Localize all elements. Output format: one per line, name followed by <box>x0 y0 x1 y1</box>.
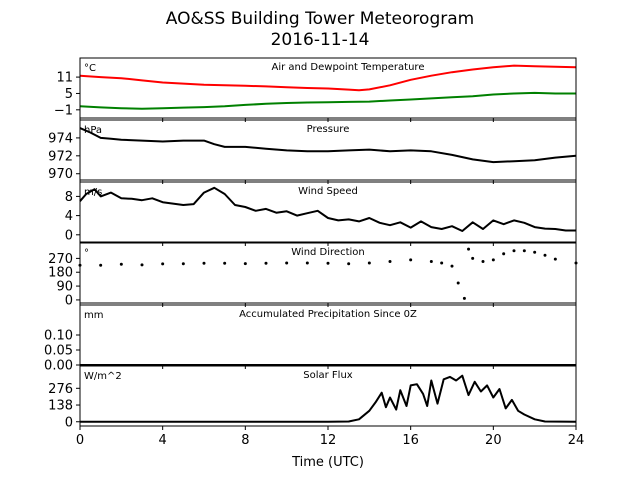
panel-unit-label: ° <box>84 248 89 259</box>
x-axis-label: Time (UTC) <box>291 455 364 470</box>
data-point <box>471 256 475 260</box>
series-line-2 <box>79 91 576 110</box>
data-point <box>512 249 516 253</box>
data-point <box>522 249 526 253</box>
data-point <box>553 257 557 261</box>
data-point <box>264 261 268 265</box>
data-point <box>502 252 506 256</box>
data-point <box>99 263 103 267</box>
x-tick-label: 8 <box>241 433 249 448</box>
panel-3: 0 4 8 m/s Wind Speed <box>65 181 577 246</box>
panel-unit-label: mm <box>84 310 103 321</box>
panel-title: Wind Speed <box>298 186 358 197</box>
x-tick-label: 4 <box>159 433 167 448</box>
series-line-1 <box>79 64 577 92</box>
series-line-1 <box>79 127 577 164</box>
y-tick-label: 0 <box>65 293 73 308</box>
y-tick-label: 8 <box>65 190 73 205</box>
x-tick-label: 24 <box>568 433 585 448</box>
series-line-1 <box>79 186 576 232</box>
data-point <box>326 261 330 265</box>
y-tick-label: 90 <box>56 280 73 295</box>
data-point <box>181 262 185 266</box>
data-point <box>243 262 247 266</box>
y-tick-label: 972 <box>48 149 73 164</box>
y-tick-label: 0.10 <box>44 329 73 344</box>
series-1 <box>78 247 578 300</box>
panel-unit-label: hPa <box>84 125 102 136</box>
x-tick-label: 16 <box>402 433 419 448</box>
data-point <box>462 296 466 300</box>
panel-title: Air and Dewpoint Temperature <box>272 62 425 73</box>
data-point <box>440 261 444 265</box>
x-tick-label: 12 <box>320 433 337 448</box>
data-point <box>450 264 454 268</box>
data-point <box>429 259 433 263</box>
data-point <box>347 262 351 266</box>
y-tick-label: 276 <box>48 382 73 397</box>
data-point <box>491 258 495 262</box>
data-point <box>223 261 227 265</box>
y-tick-label: 0.00 <box>44 359 73 374</box>
panel-5: 0.000.050.10 mm Accumulated Precipitation … <box>44 304 577 374</box>
panel-unit-label: W/m^2 <box>84 371 122 382</box>
series-line-1 <box>80 374 577 423</box>
data-point <box>533 250 537 254</box>
x-tick-label: 20 <box>485 433 502 448</box>
y-tick-label: 11 <box>56 71 73 86</box>
y-tick-label: 0 <box>65 228 73 243</box>
data-point <box>409 258 413 262</box>
y-tick-label: 974 <box>48 131 73 146</box>
panel-title: Accumulated Precipitation Since 0Z <box>239 309 417 320</box>
data-point <box>161 262 165 266</box>
figure-title-line2: 2016-11-14 <box>271 30 370 50</box>
y-tick-label: −1 <box>54 103 73 118</box>
y-tick-label: 970 <box>48 167 73 182</box>
data-point <box>467 247 471 251</box>
panel-title: Solar Flux <box>303 370 353 381</box>
y-tick-label: 0.05 <box>44 344 73 359</box>
data-point <box>305 261 309 265</box>
y-tick-label: 4 <box>65 209 73 224</box>
data-point <box>202 261 206 265</box>
panel-unit-label: °C <box>84 63 96 74</box>
panel-unit-label: m/s <box>84 187 102 198</box>
data-point <box>119 262 123 266</box>
y-tick-label: 270 <box>48 252 73 267</box>
data-point <box>543 253 547 257</box>
data-point <box>367 261 371 265</box>
figure-title-line1: AO&SS Building Tower Meteorogram <box>166 9 474 29</box>
data-point <box>481 259 485 263</box>
y-tick-label: 180 <box>48 266 73 281</box>
data-point <box>285 261 289 265</box>
data-point <box>456 281 460 285</box>
panel-title: Wind Direction <box>291 247 365 258</box>
data-point <box>140 263 144 267</box>
y-tick-label: 5 <box>65 87 73 102</box>
data-point <box>388 259 392 263</box>
y-tick-label: 138 <box>48 399 73 414</box>
panel-2: 970 972 974 hPa Pressure <box>48 119 577 184</box>
x-tick-label: 0 <box>76 433 84 448</box>
panel-title: Pressure <box>307 124 350 135</box>
y-tick-label: 0 <box>65 415 73 430</box>
